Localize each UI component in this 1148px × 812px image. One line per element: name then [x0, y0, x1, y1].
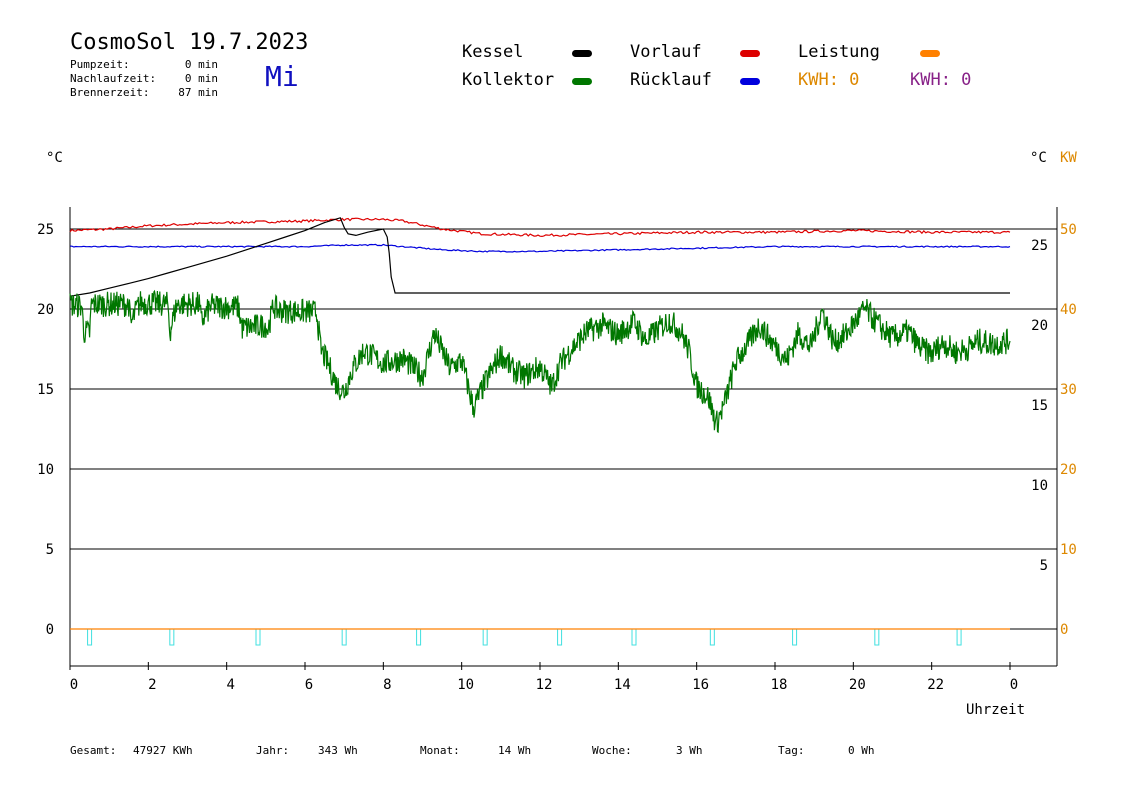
y-tick-label: 20	[37, 302, 54, 318]
footer-gesamt-value: 47927 KWh	[133, 744, 193, 757]
pump-marker	[341, 628, 347, 646]
right-axis-unit-kw: KW	[1060, 150, 1077, 166]
left-axis-unit: °C	[46, 150, 63, 166]
stat-pumpzeit-label: Pumpzeit:	[70, 58, 130, 71]
series-kollektor-line	[69, 289, 1011, 434]
x-tick-label: 16	[692, 677, 709, 693]
series-vorlauf-line	[69, 217, 1011, 238]
series-ruecklauf-line	[69, 243, 1011, 253]
x-tick-label: 0	[70, 677, 78, 693]
legend-vorlauf-swatch	[740, 50, 760, 57]
pump-marker	[255, 628, 261, 646]
weekday-label: Mi	[265, 60, 299, 93]
page-title: CosmoSol 19.7.2023	[70, 30, 309, 55]
y-right-tick-label: 20	[1031, 318, 1048, 334]
pump-marker	[709, 628, 715, 646]
pump-marker	[557, 628, 563, 646]
y-kw-tick-label: 10	[1060, 542, 1077, 558]
y-right-tick-label: 5	[1040, 558, 1048, 574]
footer-jahr-label: Jahr:	[256, 744, 290, 757]
x-tick-label: 10	[457, 677, 474, 693]
y-kw-tick-label: 50	[1060, 222, 1077, 238]
footer-monat-value: 14 Wh	[498, 744, 532, 757]
x-tick-label: 2	[148, 677, 156, 693]
y-kw-tick-label: 30	[1060, 382, 1077, 398]
x-tick-label: 8	[383, 677, 391, 693]
kwh-leistung-value: KWH: 0	[798, 70, 860, 90]
x-tick-label: 18	[771, 677, 788, 693]
x-tick-label: 14	[614, 677, 631, 693]
y-kw-tick-label: 40	[1060, 302, 1077, 318]
y-tick-label: 5	[46, 542, 54, 558]
footer-woche-value: 3 Wh	[676, 744, 703, 757]
legend-kessel-label: Kessel	[462, 42, 524, 62]
x-tick-label: 0	[1010, 677, 1018, 693]
y-tick-label: 0	[46, 622, 54, 638]
legend-kollektor-label: Kollektor	[462, 70, 555, 90]
series-kessel-line	[69, 217, 1010, 297]
footer-tag-value: 0 Wh	[848, 744, 875, 757]
x-tick-label: 20	[849, 677, 866, 693]
pump-marker	[87, 628, 93, 646]
y-right-tick-label: 25	[1031, 238, 1048, 254]
footer-jahr-value: 343 Wh	[318, 744, 358, 757]
legend-leistung-swatch	[920, 50, 940, 57]
stat-brennerzeit-value: 87 min	[178, 86, 218, 99]
right-axis-unit-celsius: °C	[1030, 150, 1047, 166]
footer-woche-label: Woche:	[592, 744, 632, 757]
footer-monat-label: Monat:	[420, 744, 460, 757]
stat-nachlaufzeit-value: 0 min	[184, 72, 218, 85]
pump-marker	[956, 628, 962, 646]
pump-marker	[631, 628, 637, 646]
x-axis-title: Uhrzeit	[966, 702, 1026, 718]
stat-brennerzeit-label: Brennerzeit:	[70, 86, 150, 99]
x-tick-label: 22	[927, 677, 944, 693]
x-tick-label: 4	[226, 677, 234, 693]
y-kw-tick-label: 0	[1060, 622, 1068, 638]
pump-marker	[482, 628, 488, 646]
y-right-tick-label: 15	[1031, 398, 1048, 414]
y-right-tick-label: 10	[1031, 478, 1048, 494]
stat-pumpzeit-value: 0 min	[184, 58, 218, 71]
pump-marker	[792, 628, 798, 646]
footer-tag-label: Tag:	[778, 744, 805, 757]
legend-vorlauf-label: Vorlauf	[630, 42, 702, 62]
footer-gesamt-label: Gesamt:	[70, 744, 117, 757]
y-tick-label: 25	[37, 222, 54, 238]
pump-marker	[874, 628, 880, 646]
y-kw-tick-label: 20	[1060, 462, 1077, 478]
x-tick-label: 6	[305, 677, 313, 693]
y-tick-label: 10	[37, 462, 54, 478]
x-tick-label: 12	[536, 677, 553, 693]
legend-ruecklauf-swatch	[740, 78, 760, 85]
stat-nachlaufzeit-label: Nachlaufzeit:	[70, 72, 157, 85]
legend-kollektor-swatch	[572, 78, 592, 85]
legend-leistung-label: Leistung	[798, 42, 880, 62]
kwh-second-value: KWH: 0	[910, 70, 972, 90]
y-tick-label: 15	[37, 382, 54, 398]
pump-marker	[169, 628, 175, 646]
pump-marker	[416, 628, 422, 646]
legend-ruecklauf-label: Rücklauf	[630, 70, 712, 90]
legend-kessel-swatch	[572, 50, 592, 57]
